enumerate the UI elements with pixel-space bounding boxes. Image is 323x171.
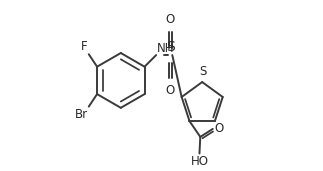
Text: S: S — [199, 65, 206, 78]
Text: Br: Br — [75, 108, 88, 121]
Text: HO: HO — [191, 155, 208, 168]
Text: NH: NH — [157, 42, 174, 55]
Text: O: O — [214, 122, 223, 135]
Text: O: O — [166, 84, 175, 97]
Text: F: F — [81, 40, 88, 53]
Text: S: S — [166, 40, 175, 54]
Text: O: O — [166, 13, 175, 26]
